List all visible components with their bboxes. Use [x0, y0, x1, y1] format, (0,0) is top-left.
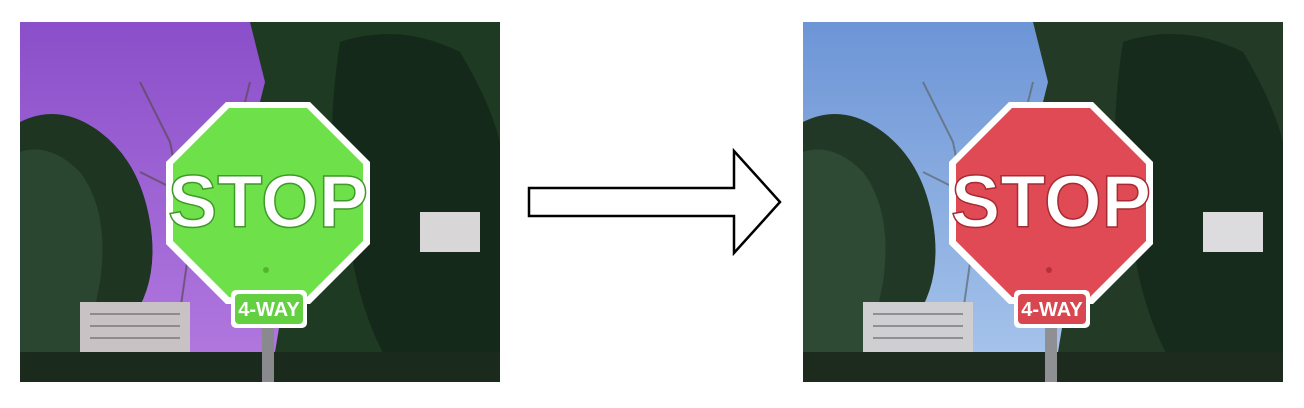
- four-way-plate-text: 4-WAY: [238, 299, 300, 321]
- sign-bolt: [263, 267, 269, 273]
- ground: [803, 352, 1283, 382]
- four-way-plate: [235, 294, 303, 324]
- stop-sign: [173, 108, 363, 297]
- arrow-right-icon: [527, 147, 782, 257]
- sign-pole: [1045, 322, 1057, 382]
- four-way-plate-text: 4-WAY: [1021, 299, 1083, 321]
- before-photo: STOP 4-WAY: [20, 22, 500, 382]
- sign-pole: [262, 322, 274, 382]
- building-right: [420, 212, 480, 252]
- transform-arrow: [526, 147, 784, 257]
- tree-right-shade: [1115, 34, 1283, 382]
- stop-sign-text: STOP: [951, 160, 1151, 243]
- building-windows: [90, 313, 180, 339]
- before-scene-graphic: STOP 4-WAY: [20, 22, 500, 382]
- tree-right-shade: [332, 34, 500, 382]
- stop-sign: [956, 108, 1146, 297]
- ground: [20, 352, 500, 382]
- sign-bolt: [1046, 267, 1052, 273]
- building-right: [1203, 212, 1263, 252]
- stop-sign-text: STOP: [168, 160, 368, 243]
- after-scene-graphic: STOP 4-WAY: [803, 22, 1283, 382]
- after-photo: STOP 4-WAY: [803, 22, 1283, 382]
- four-way-plate: [1018, 294, 1086, 324]
- building-windows: [873, 313, 963, 339]
